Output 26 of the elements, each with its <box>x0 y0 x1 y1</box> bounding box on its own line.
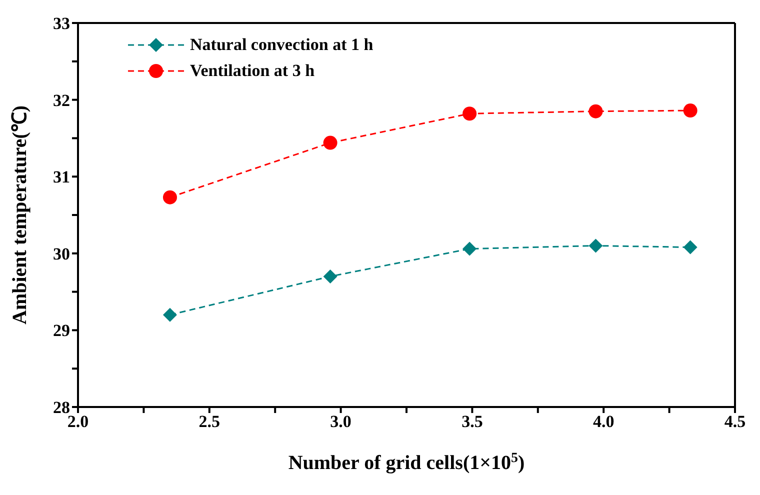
point <box>683 104 698 118</box>
legend-label: Natural convection at 1 h <box>190 35 374 55</box>
x-tick-label: 3.5 <box>462 412 483 432</box>
point <box>462 242 477 256</box>
y-axis-title: Ambient temperature(℃) <box>9 105 31 325</box>
point <box>323 269 338 284</box>
x-tick-label: 4.5 <box>724 412 746 432</box>
point <box>162 308 177 322</box>
point <box>162 190 177 204</box>
y-tick-label: 31 <box>53 168 70 187</box>
point <box>588 104 603 118</box>
y-tick-label: 28 <box>53 398 70 418</box>
x-tick-label: 2.5 <box>198 412 220 432</box>
y-tick-label: 29 <box>53 321 70 340</box>
y-tick-label: 30 <box>53 244 70 264</box>
y-tick-label: 33 <box>53 14 70 34</box>
x-tick-label: 4.0 <box>592 412 614 432</box>
point <box>588 238 603 253</box>
point <box>683 240 698 254</box>
y-tick-label: 32 <box>53 90 70 110</box>
point <box>462 106 477 121</box>
x-tick-label: 2.0 <box>67 412 89 432</box>
x-tick-label: 3.0 <box>330 412 352 432</box>
x-axis-title: Number of grid cells(1×10$^{5}$) <box>288 450 525 474</box>
legend-label: Ventilation at 3 h <box>190 61 315 81</box>
point <box>323 136 338 150</box>
